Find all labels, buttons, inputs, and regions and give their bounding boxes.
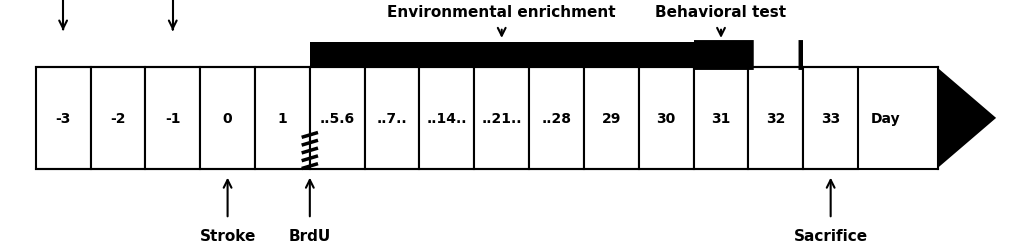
- Text: -1: -1: [165, 111, 180, 125]
- Text: ..14..: ..14..: [426, 111, 467, 125]
- Text: ..28: ..28: [541, 111, 571, 125]
- Bar: [365, 68, 419, 169]
- Bar: [255, 68, 310, 169]
- Bar: [748, 68, 803, 169]
- Bar: [310, 43, 693, 68]
- Bar: [529, 68, 583, 169]
- Text: ..21..: ..21..: [481, 111, 522, 125]
- Polygon shape: [937, 71, 994, 166]
- Text: Stroke: Stroke: [199, 228, 256, 243]
- Text: 1: 1: [277, 111, 287, 125]
- Text: ..5.6: ..5.6: [319, 111, 355, 125]
- Text: Behavioral test: Behavioral test: [655, 5, 786, 20]
- Text: 31: 31: [710, 111, 730, 125]
- Text: 29: 29: [601, 111, 621, 125]
- Text: ..7..: ..7..: [376, 111, 407, 125]
- Text: 30: 30: [656, 111, 676, 125]
- Text: 32: 32: [765, 111, 785, 125]
- Bar: [803, 68, 857, 169]
- Bar: [638, 68, 693, 169]
- Text: Environmental enrichment: Environmental enrichment: [387, 5, 615, 20]
- Bar: [146, 68, 200, 169]
- Bar: [583, 68, 638, 169]
- Bar: [91, 68, 145, 169]
- Text: BrdU: BrdU: [288, 228, 330, 243]
- Bar: [693, 68, 748, 169]
- Bar: [310, 68, 365, 169]
- Bar: [200, 68, 255, 169]
- Bar: [474, 68, 529, 169]
- Text: Sacrifice: Sacrifice: [793, 228, 867, 243]
- Text: 33: 33: [820, 111, 840, 125]
- Text: -2: -2: [110, 111, 125, 125]
- Text: -3: -3: [55, 111, 70, 125]
- Text: Day: Day: [870, 111, 900, 125]
- Text: 0: 0: [222, 111, 232, 125]
- Bar: [419, 68, 474, 169]
- Bar: [36, 68, 91, 169]
